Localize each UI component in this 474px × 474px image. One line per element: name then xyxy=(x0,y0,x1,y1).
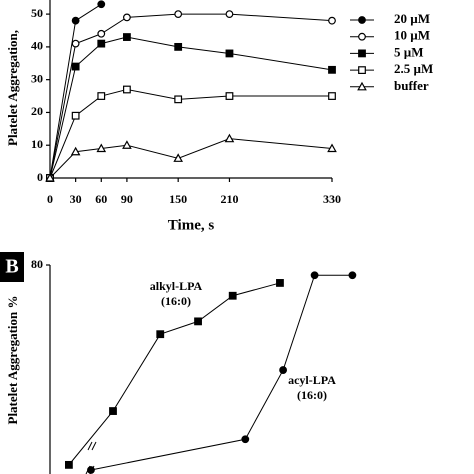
x-tick-label: 330 xyxy=(323,192,341,206)
y-tick-label: 40 xyxy=(31,39,43,53)
point xyxy=(123,33,131,41)
point xyxy=(97,92,106,100)
series-line xyxy=(49,36,333,179)
series-line xyxy=(49,138,333,179)
point xyxy=(241,435,250,444)
point xyxy=(174,95,183,104)
legend-label: 2.5 µM xyxy=(394,61,433,76)
point xyxy=(348,271,357,280)
point xyxy=(122,140,132,149)
point xyxy=(174,42,183,51)
y-tick-label: 20 xyxy=(31,104,43,118)
x-tick-label: 90 xyxy=(121,192,133,206)
panel-label-box xyxy=(0,252,24,282)
point xyxy=(71,16,80,25)
series-line xyxy=(68,282,281,466)
point xyxy=(123,85,131,94)
annotation: (16:0) xyxy=(161,294,191,308)
point xyxy=(45,172,55,182)
point xyxy=(156,330,165,339)
point xyxy=(70,146,81,156)
legend-marker xyxy=(358,16,366,24)
y-tick-label: 80 xyxy=(31,257,43,271)
series-line xyxy=(49,88,332,179)
legend-marker xyxy=(358,49,366,58)
point xyxy=(109,407,117,415)
y-tick-label: 0 xyxy=(37,170,43,184)
legend-marker xyxy=(358,32,366,41)
legend-label: 5 µM xyxy=(394,44,424,59)
point xyxy=(276,279,284,287)
point xyxy=(64,460,73,469)
point xyxy=(328,65,336,74)
point xyxy=(228,291,237,300)
x-tick-label: 60 xyxy=(95,192,107,206)
point xyxy=(71,39,80,48)
legend-marker xyxy=(358,66,366,75)
point xyxy=(310,271,319,280)
point xyxy=(225,92,234,100)
point xyxy=(97,0,106,9)
point xyxy=(225,10,234,19)
y-axis-label: Platelet Aggregation % xyxy=(5,295,20,424)
point xyxy=(194,317,202,326)
point xyxy=(96,143,107,153)
annotation: (16:0) xyxy=(297,388,327,402)
x-tick-label: 210 xyxy=(220,192,238,206)
point xyxy=(327,143,337,153)
point xyxy=(225,49,234,58)
point xyxy=(279,366,288,374)
panel-label: B xyxy=(5,256,18,278)
x-tick-label: 30 xyxy=(70,192,82,206)
x-tick-label: 150 xyxy=(169,192,187,206)
x-tick-label: 0 xyxy=(47,192,53,206)
annotation: acyl-LPA xyxy=(288,373,336,387)
y-tick-label: 30 xyxy=(31,71,43,85)
y-tick-label: 50 xyxy=(31,6,43,20)
point xyxy=(97,39,106,48)
point xyxy=(328,92,336,100)
point xyxy=(224,133,235,143)
point xyxy=(328,16,336,25)
legend-marker xyxy=(357,81,367,91)
y-axis-label: Platelet Aggregation, xyxy=(5,30,20,146)
point xyxy=(71,62,80,71)
legend-label: 20 µM xyxy=(394,11,430,26)
point xyxy=(123,13,131,22)
annotation: alkyl-LPA xyxy=(150,279,203,293)
point xyxy=(173,153,184,162)
legend-label: 10 µM xyxy=(394,28,430,43)
point xyxy=(97,29,106,38)
legend-label: buffer xyxy=(394,78,429,93)
y-tick-label: 10 xyxy=(31,137,43,151)
x-axis-label: Time, s xyxy=(168,217,215,233)
point xyxy=(87,466,95,474)
point xyxy=(174,10,183,19)
point xyxy=(71,111,80,120)
